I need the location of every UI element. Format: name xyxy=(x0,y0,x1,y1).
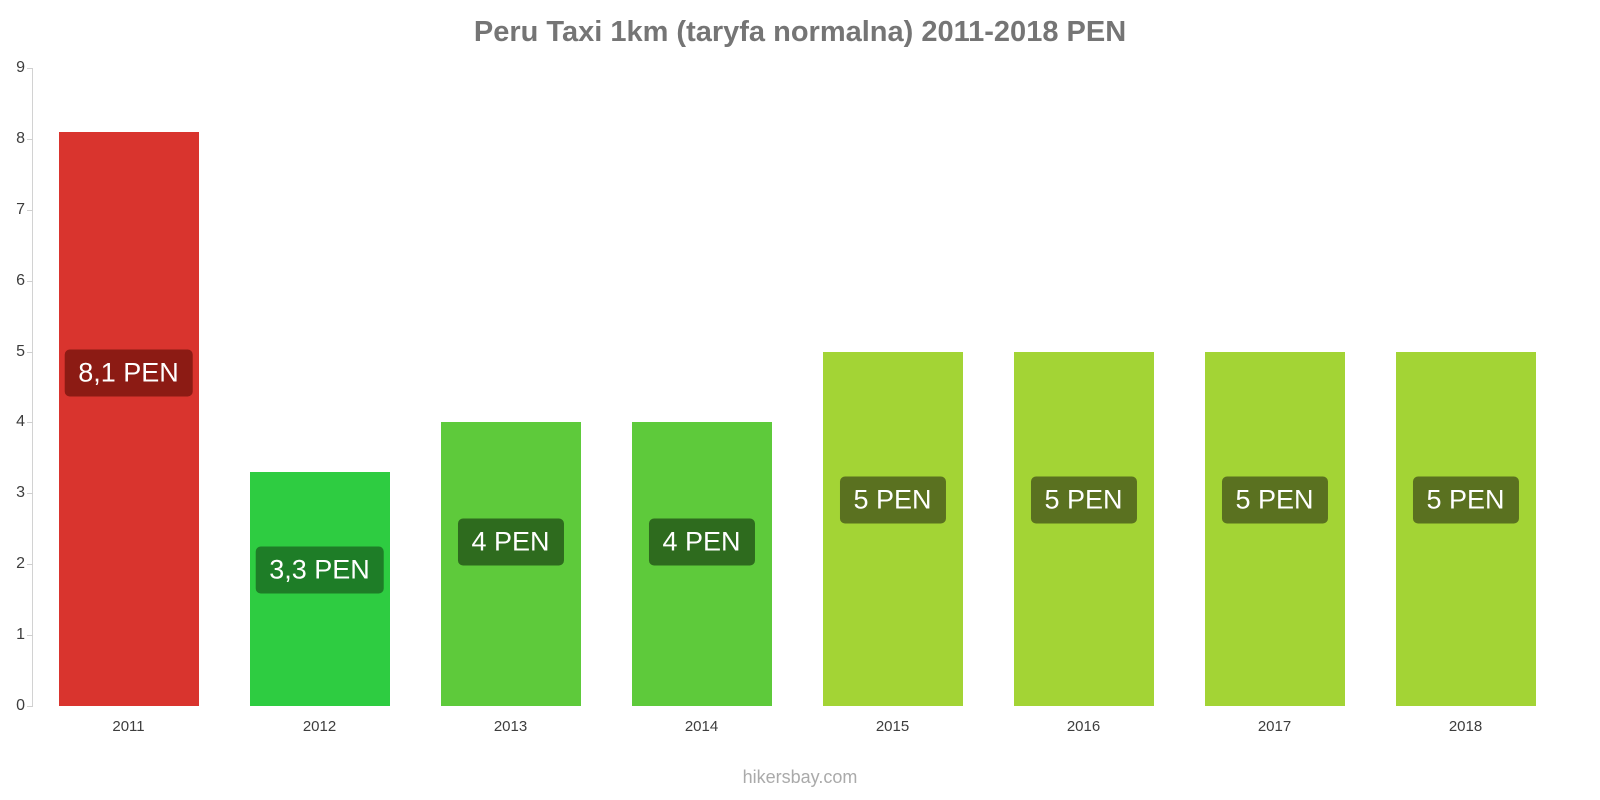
y-axis-tick xyxy=(27,706,33,707)
bar-value-label: 5 PEN xyxy=(1221,476,1328,524)
x-axis-label: 2012 xyxy=(302,718,337,735)
x-axis-label: 2014 xyxy=(684,718,719,735)
bar-2013: 4 PEN xyxy=(440,422,581,706)
plot-area: 0 1 2 3 4 5 6 7 8 9 8,1 PEN 2011 3,3 PEN 2012 4 PEN 201… xyxy=(16,59,1561,735)
bar-2014: 4 PEN xyxy=(631,422,772,706)
y-axis-label: 0 xyxy=(16,697,25,714)
y-axis-tick xyxy=(27,280,33,282)
y-axis-label: 7 xyxy=(16,200,25,218)
x-axis-label: 2016 xyxy=(1066,718,1101,735)
bar-value-label: 4 PEN xyxy=(457,518,564,566)
x-axis-label: 2013 xyxy=(493,718,528,735)
x-axis-label: 2011 xyxy=(112,718,145,735)
y-axis-label: 6 xyxy=(16,271,25,289)
y-axis-tick xyxy=(27,351,33,353)
bar-2012: 3,3 PEN xyxy=(249,472,390,706)
footer-watermark: hikersbay.com xyxy=(742,767,858,787)
bar-2017: 5 PEN xyxy=(1204,351,1345,706)
bar-2018: 5 PEN xyxy=(1395,351,1536,706)
y-axis-label: 1 xyxy=(16,626,25,644)
y-axis-tick xyxy=(27,138,33,140)
bar-2015: 5 PEN xyxy=(822,351,963,706)
y-axis-tick xyxy=(27,564,33,566)
bar-value-label: 5 PEN xyxy=(1030,476,1137,524)
chart-title: Peru Taxi 1km (taryfa normalna) 2011-201… xyxy=(473,16,1127,48)
y-axis-tick xyxy=(27,422,33,424)
y-axis-label: 8 xyxy=(16,129,25,147)
bar-2016: 5 PEN xyxy=(1013,351,1154,706)
y-axis-tick xyxy=(27,209,33,211)
bar-2011: 8,1 PEN xyxy=(58,131,199,706)
bar-value-label: 8,1 PEN xyxy=(64,349,193,397)
y-axis-label: 2 xyxy=(16,555,25,573)
x-axis-label: 2018 xyxy=(1448,718,1483,735)
y-axis-tick xyxy=(27,68,33,69)
y-axis-tick xyxy=(27,493,33,495)
bar-value-label: 5 PEN xyxy=(839,476,946,524)
bar-value-label: 4 PEN xyxy=(648,518,755,566)
y-axis-label: 5 xyxy=(16,342,25,360)
y-axis-label: 4 xyxy=(16,413,25,431)
y-axis-tick xyxy=(27,635,33,637)
bar-value-label: 3,3 PEN xyxy=(255,546,384,594)
x-axis-label: 2017 xyxy=(1257,718,1292,735)
bar-value-label: 5 PEN xyxy=(1412,476,1519,524)
y-axis-label: 3 xyxy=(16,484,25,502)
x-axis-label: 2015 xyxy=(875,718,910,735)
y-axis-label: 9 xyxy=(16,59,25,76)
